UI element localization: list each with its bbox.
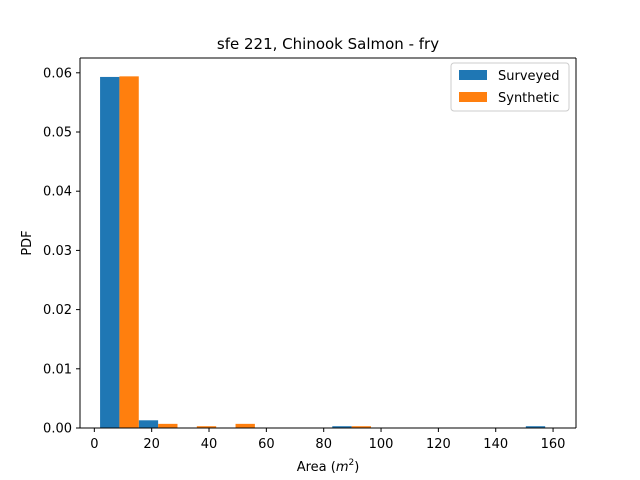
axes-frame <box>79 57 577 429</box>
bar-surveyed-bin-11 <box>525 426 546 428</box>
x-tick-label: 100 <box>369 437 394 452</box>
bar-synthetic-bin-6 <box>351 426 371 428</box>
legend-swatch-synthetic <box>459 92 487 102</box>
legend-swatch-surveyed <box>459 70 487 80</box>
legend-label-synthetic: Synthetic <box>498 91 559 106</box>
y-axis-ticks: 0.00 0.01 0.02 0.03 0.04 0.05 0.06 <box>43 66 80 437</box>
bar-synthetic-bin-2 <box>196 426 217 428</box>
bar-surveyed-bin-1 <box>138 420 159 428</box>
y-tick-label: 0.06 <box>43 66 72 81</box>
y-tick-label: 0.04 <box>43 185 72 200</box>
y-tick-label: 0.03 <box>43 244 72 259</box>
y-tick-label: 0.05 <box>43 126 72 141</box>
x-axis-label-unit: m <box>336 460 349 475</box>
bar-surveyed-bin-6 <box>332 426 352 428</box>
x-tick-label: 140 <box>483 437 508 452</box>
x-tick-label: 60 <box>258 437 275 452</box>
x-tick-label: 0 <box>90 437 98 452</box>
x-tick-label: 80 <box>315 437 332 452</box>
x-tick-label: 40 <box>201 437 218 452</box>
x-axis-label-close: ) <box>354 460 359 475</box>
legend-label-surveyed: Surveyed <box>498 69 559 84</box>
bar-synthetic-bin-3 <box>235 423 255 428</box>
y-axis-label: PDF <box>20 230 35 255</box>
x-axis-label-exponent: 2 <box>348 458 354 468</box>
x-axis-label: Area (m2) <box>297 458 360 475</box>
chart-title: sfe 221, Chinook Salmon - fry <box>217 35 439 53</box>
y-tick-label: 0.02 <box>43 303 72 318</box>
legend: Surveyed Synthetic <box>450 62 570 112</box>
bar-surveyed-bin-0 <box>100 76 120 428</box>
x-axis-ticks: 0 20 40 60 80 100 120 140 160 <box>90 428 565 452</box>
x-tick-label: 20 <box>143 437 160 452</box>
x-tick-label: 160 <box>541 437 566 452</box>
bars-group <box>100 76 546 428</box>
y-tick-label: 0.01 <box>43 362 72 377</box>
bar-synthetic-bin-0 <box>119 76 139 428</box>
x-axis-label-text: Area ( <box>297 460 336 475</box>
x-tick-label: 120 <box>426 437 451 452</box>
y-tick-label: 0.00 <box>43 422 72 437</box>
bar-synthetic-bin-1 <box>158 423 178 428</box>
